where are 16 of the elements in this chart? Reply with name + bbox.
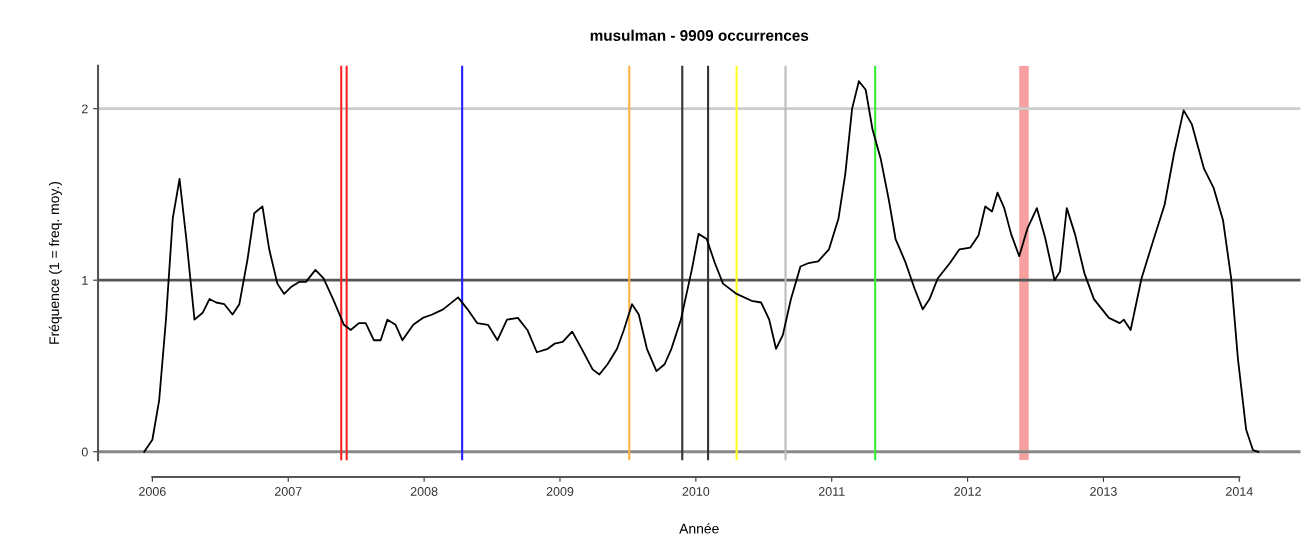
x-tick-label: 2009 — [546, 487, 574, 496]
x-tick-label: 2010 — [682, 487, 710, 496]
y-tick-label: 2 — [81, 104, 88, 114]
x-tick-label: 2007 — [274, 487, 302, 496]
chart-title: musulman - 9909 occurrences — [590, 29, 809, 41]
x-tick-label: 2011 — [818, 487, 845, 496]
y-axis-title: Fréquence (1 = freq. moy.) — [48, 182, 62, 344]
y-tick-label: 1 — [82, 276, 88, 285]
x-tick-label: 2008 — [410, 487, 438, 496]
line-series — [143, 80, 1260, 453]
y-tick-label: 0 — [81, 447, 88, 457]
x-tick-label: 2013 — [1090, 487, 1117, 496]
x-axis-title: Année — [679, 523, 719, 534]
x-tick-label: 2014 — [1226, 487, 1253, 496]
x-tick-label: 2006 — [139, 487, 166, 496]
x-tick-label: 2012 — [954, 487, 981, 496]
